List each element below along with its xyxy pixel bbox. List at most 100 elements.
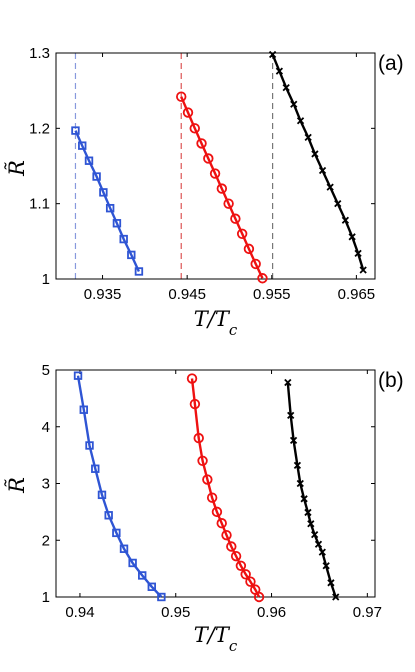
panel-b-y-tick-label: 5: [42, 362, 50, 379]
panel-b-data-point: [240, 569, 251, 580]
panel-a: 0.935 0.945 0.955 0.965 1 1.1 1.2 1.3 T/Tc R̃ (a): [5, 45, 404, 339]
panel-b-data-point: [245, 576, 256, 587]
panel-b-y-tick-label: 4: [42, 419, 50, 436]
panel-b-label: (b): [378, 369, 404, 392]
panel-b-data-point: [304, 508, 312, 517]
panel-a-data-point: [334, 200, 342, 208]
panel-b-data-point: [197, 455, 208, 467]
panel-b-data-point-stroke: [314, 540, 323, 548]
panel-b-data-point: [193, 432, 204, 444]
panel-a-data-point: [216, 183, 228, 194]
panel-b-data-point-stroke: [289, 436, 298, 445]
panel-b-data-point-stroke: [287, 411, 295, 420]
panel-a-data-point: [71, 126, 80, 135]
panel-a-series-x: [268, 50, 367, 274]
panel-a-data-point: [92, 172, 101, 181]
panel-b-data-point: [189, 398, 201, 410]
panel-b-data-point: [287, 411, 295, 420]
panel-a-series-line: [180, 96, 264, 279]
panel-b-data-point: [221, 529, 232, 541]
panel-b-data-point: [119, 544, 129, 553]
panel-a-data-point: [236, 228, 248, 240]
panel-b-data-point-stroke: [307, 520, 315, 528]
panel-a-data-point: [290, 100, 298, 108]
panel-b-data-point-stroke: [322, 562, 330, 570]
panel-a-data-point-stroke: [268, 50, 277, 59]
panel-a-data-point: [112, 219, 122, 228]
panel-a-data-point: [326, 183, 334, 191]
panel-b-data-point-stroke: [304, 508, 312, 517]
panel-a-x-tick-label: 0.935: [84, 286, 122, 303]
panel-b-data-point: [307, 520, 315, 528]
panel-a-data-point-stroke: [318, 166, 327, 175]
panel-b-y-tick-label: 1: [42, 589, 50, 606]
panel-a-data-point: [296, 117, 305, 125]
panel-a-label: (a): [378, 52, 404, 75]
panel-a-y-tick-label: 1.1: [29, 196, 50, 213]
panel-b-data-point: [91, 464, 100, 473]
panel-a-data-point: [176, 91, 187, 102]
panel-b-data-point: [332, 593, 340, 601]
panel-b-series-x: [284, 378, 340, 601]
panel-a-x-tick-label: 0.955: [253, 286, 291, 303]
panel-a-data-point-stroke: [354, 249, 362, 258]
panel-b-data-point-stroke: [293, 461, 302, 469]
panel-a-x-axis-label: T/Tc: [194, 307, 238, 339]
panel-b-data-point: [230, 550, 242, 562]
panel-b-data-point: [211, 506, 223, 518]
panel-a-data-point-stroke: [275, 67, 284, 75]
panel-a-data-point: [230, 213, 241, 224]
panel-b-data-point-stroke: [332, 593, 340, 601]
panel-b-data-point: [318, 548, 326, 556]
panel-a-data-point-stroke: [341, 216, 350, 224]
panel-b-data-point: [289, 436, 298, 445]
panel-a-data-point: [304, 133, 312, 142]
panel-b-data-point: [202, 474, 213, 485]
panel-b-data-point: [293, 461, 302, 469]
panel-a-y-tick-label: 1: [42, 271, 50, 288]
panel-b-data-point: [138, 571, 147, 580]
panel-a-data-point: [182, 107, 194, 118]
panel-a-data-point: [84, 156, 94, 165]
panel-b-series-circle: [186, 373, 265, 603]
panel-a-data-point-stroke: [304, 133, 312, 142]
panel-a-data-point: [359, 266, 367, 274]
panel-a-series-square: [71, 126, 144, 276]
panel-b-data-point: [235, 560, 247, 571]
panel-b-x-tick-label: 0.97: [353, 604, 382, 621]
panel-a-data-point: [354, 249, 362, 258]
panel-b-data-point: [85, 441, 94, 450]
panel-b-data-point: [300, 495, 308, 503]
panel-b-data-point: [284, 378, 292, 387]
panel-b-data-point: [157, 592, 166, 602]
panel-b-data-point: [73, 371, 83, 380]
panel-a-data-point: [341, 216, 350, 224]
panel-b-data-point: [79, 405, 88, 414]
panel-b-data-point: [322, 562, 330, 570]
panel-b-series-line: [286, 382, 337, 598]
panel-a-data-point: [282, 84, 290, 92]
panel-a-data-point-stroke: [359, 266, 367, 274]
panel-b-data-point: [104, 511, 113, 520]
panel-a-data-point: [243, 243, 255, 255]
panel-a-y-axis-label: R̃: [5, 160, 29, 177]
panel-b-data-point: [226, 541, 237, 552]
panel-a-data-point-stroke: [282, 84, 290, 92]
panel-a-series-circle: [176, 91, 268, 284]
panel-a-data-point-stroke: [326, 183, 334, 191]
panel-a-data-point-stroke: [334, 200, 342, 208]
panel-a-data-point: [268, 50, 277, 59]
panel-a-series-line: [271, 54, 365, 271]
panel-b: 0.94 0.95 0.96 0.97 1 2 3 4 5 T/Tc R̃ (b): [5, 362, 404, 655]
panel-b-data-point-stroke: [296, 479, 304, 488]
panel-a-y-tick-label: 1.2: [29, 120, 50, 137]
panel-a-data-point: [127, 250, 136, 260]
panel-b-x-tick-label: 0.95: [161, 604, 190, 621]
panel-a-data-point: [318, 166, 327, 175]
panel-b-data-point-stroke: [327, 579, 335, 587]
panel-b-y-tick-label: 3: [42, 476, 50, 493]
panel-b-data-point: [206, 492, 218, 503]
panel-b-y-axis-label: R̃: [5, 477, 29, 494]
panel-a-data-point-stroke: [311, 150, 319, 158]
